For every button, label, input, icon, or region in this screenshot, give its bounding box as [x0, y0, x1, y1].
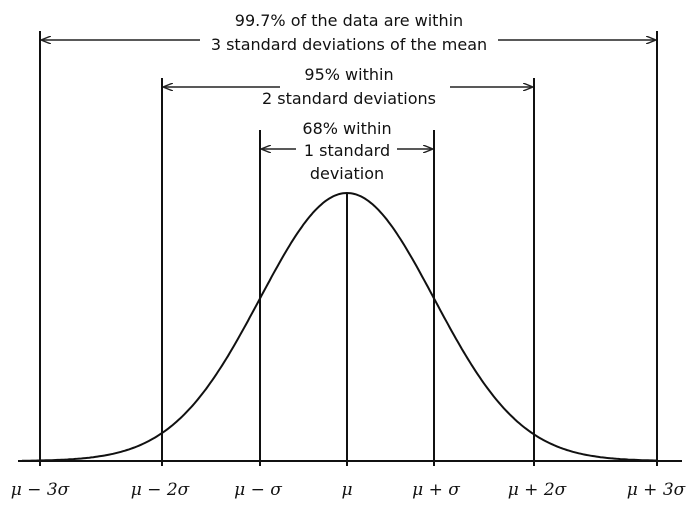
- label-3sigma-line1: 99.7% of the data are within: [235, 11, 463, 30]
- label-2sigma-line2: 2 standard deviations: [262, 89, 436, 108]
- label-1sigma-line2: 1 standard: [304, 141, 390, 160]
- tick-label-minus-3sigma: μ − 3σ: [11, 480, 70, 500]
- label-1sigma-line3: deviation: [310, 164, 384, 183]
- tick-label-minus-2sigma: μ − 2σ: [131, 480, 190, 500]
- tick-label-plus-3sigma: μ + 3σ: [627, 480, 686, 500]
- tick-label-plus-1sigma: μ + σ: [412, 480, 460, 500]
- bell-curve: [21, 191, 656, 462]
- label-3sigma-line2: 3 standard deviations of the mean: [211, 35, 487, 54]
- tick-label-plus-2sigma: μ + 2σ: [508, 480, 567, 500]
- label-2sigma-line1: 95% within: [304, 65, 393, 84]
- label-1sigma-line1: 68% within: [302, 119, 391, 138]
- tick-label-mean: μ: [341, 480, 352, 500]
- tick-label-minus-1sigma: μ − σ: [234, 480, 282, 500]
